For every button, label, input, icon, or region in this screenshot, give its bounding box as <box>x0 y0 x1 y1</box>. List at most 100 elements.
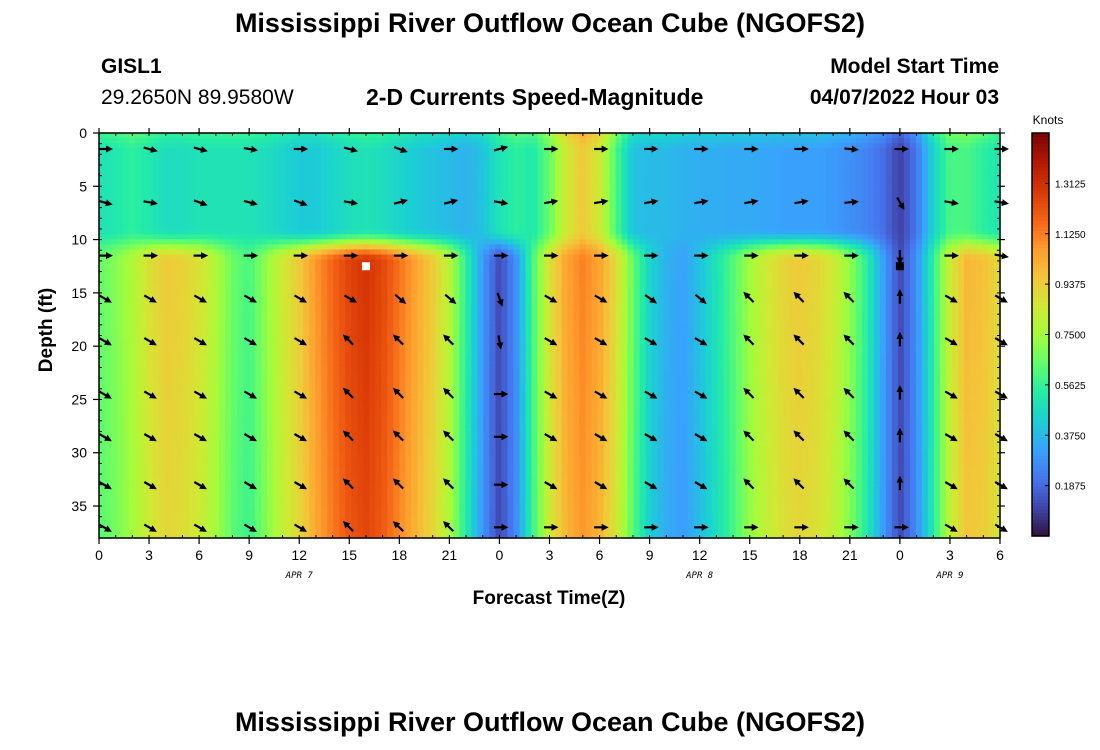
heatmap-cell <box>141 259 148 266</box>
heatmap-cell <box>441 173 448 180</box>
heatmap-cell <box>255 401 262 407</box>
heatmap-cell <box>105 264 112 271</box>
heatmap-cell <box>117 208 124 215</box>
heatmap-cell <box>315 391 322 397</box>
heatmap-cell <box>99 284 106 291</box>
heatmap-cell <box>111 487 118 494</box>
heatmap-cell <box>243 441 250 448</box>
heatmap-cell <box>315 532 322 539</box>
heatmap-cell <box>291 229 298 235</box>
heatmap-cell <box>195 224 202 230</box>
heatmap-cell <box>159 219 166 225</box>
heatmap-cell <box>177 330 184 337</box>
heatmap-cell <box>105 350 112 357</box>
heatmap-cell <box>429 295 436 301</box>
heatmap-cell <box>411 203 418 210</box>
heatmap-cell <box>243 376 250 382</box>
heatmap-cell <box>177 269 184 276</box>
heatmap-cell <box>261 467 268 473</box>
heatmap-cell <box>399 234 406 240</box>
heatmap-cell <box>273 305 280 311</box>
heatmap-cell <box>405 300 412 306</box>
heatmap-cell <box>417 148 424 154</box>
heatmap-cell <box>345 193 352 200</box>
heatmap-cell <box>327 173 334 180</box>
heatmap-cell <box>441 264 448 271</box>
heatmap-cell <box>231 512 238 519</box>
heatmap-cell <box>147 507 154 514</box>
heatmap-cell <box>267 441 274 448</box>
heatmap-cell <box>459 315 467 321</box>
heatmap-cell <box>297 370 304 377</box>
heatmap-cell <box>363 482 370 488</box>
heatmap-cell <box>207 381 214 387</box>
heatmap-cell <box>375 310 382 316</box>
heatmap-cell <box>279 355 286 362</box>
heatmap-cell <box>429 467 436 473</box>
heatmap-cell <box>297 411 304 418</box>
heatmap-cell <box>327 446 334 453</box>
heatmap-cell <box>459 396 467 402</box>
heatmap-cell <box>201 345 208 352</box>
heatmap-cell <box>429 411 436 418</box>
heatmap-cell <box>129 457 136 463</box>
heatmap-cell <box>297 300 304 306</box>
heatmap-cell <box>183 300 190 306</box>
heatmap-cell <box>213 315 220 321</box>
heatmap-cell <box>177 163 184 170</box>
heatmap-cell <box>159 482 166 488</box>
heatmap-cell <box>387 416 394 423</box>
heatmap-cell <box>177 436 184 443</box>
heatmap-cell <box>393 502 400 509</box>
heatmap-cell <box>363 365 370 372</box>
heatmap-cell <box>471 203 479 210</box>
heatmap-cell <box>309 219 316 225</box>
heatmap-cell <box>315 153 322 159</box>
heatmap-cell <box>435 360 442 367</box>
heatmap-cell <box>321 477 328 483</box>
heatmap-cell <box>147 441 154 448</box>
heatmap-cell <box>441 183 448 190</box>
heatmap-cell <box>387 284 394 291</box>
heatmap-cell <box>195 239 202 245</box>
heatmap-cell <box>453 345 460 352</box>
heatmap-cell <box>363 360 370 367</box>
heatmap-cell <box>255 249 262 256</box>
heatmap-cell <box>267 462 274 468</box>
heatmap-cell <box>219 254 226 261</box>
heatmap-cell <box>363 507 370 514</box>
heatmap-cell <box>183 492 190 499</box>
heatmap-cell <box>201 279 208 286</box>
heatmap-cell <box>453 512 460 519</box>
heatmap-cell <box>117 138 124 144</box>
heatmap-cell <box>261 527 268 534</box>
heatmap-cell <box>231 219 238 225</box>
heatmap-cell <box>447 168 454 175</box>
heatmap-cell <box>111 239 118 245</box>
heatmap-cell <box>129 203 136 210</box>
heatmap-cell <box>417 305 424 311</box>
heatmap-cell <box>249 219 256 225</box>
heatmap-cell <box>303 158 310 164</box>
heatmap-cell <box>99 451 106 458</box>
heatmap-cell <box>243 289 250 296</box>
heatmap-cell <box>285 264 292 271</box>
heatmap-cell <box>159 249 166 256</box>
heatmap-cell <box>405 472 412 478</box>
heatmap-cell <box>369 441 376 448</box>
heatmap-cell <box>273 441 280 448</box>
heatmap-cell <box>339 300 346 306</box>
heatmap-cell <box>195 441 202 448</box>
heatmap-cell <box>165 320 172 326</box>
heatmap-cell <box>363 350 370 357</box>
heatmap-cell <box>105 457 112 463</box>
heatmap-cell <box>381 234 388 240</box>
heatmap-cell <box>357 482 364 488</box>
heatmap-cell <box>261 234 268 240</box>
heatmap-cell <box>147 178 154 185</box>
heatmap-cell <box>183 391 190 397</box>
heatmap-cell <box>171 163 178 170</box>
heatmap-cell <box>219 168 226 175</box>
heatmap-cell <box>405 138 412 144</box>
heatmap-cell <box>99 497 106 504</box>
